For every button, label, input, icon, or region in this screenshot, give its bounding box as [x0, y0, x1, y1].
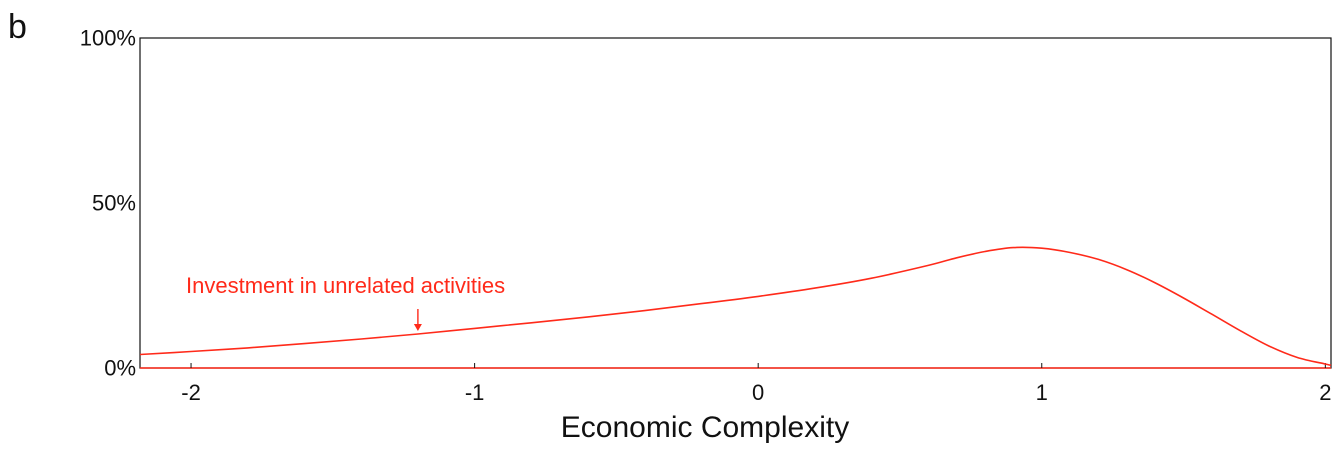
y-axis-ticks: 0% 50% 100%: [80, 26, 136, 381]
x-axis-label: Economic Complexity: [561, 411, 849, 444]
y-tick-label: 100%: [80, 26, 136, 51]
x-tick-label: 0: [752, 380, 764, 405]
x-axis-ticks: -2 -1 0 1 2: [181, 363, 1331, 405]
x-tick-label: -1: [465, 380, 485, 405]
x-tick-label: 2: [1319, 380, 1331, 405]
plot-frame: [139, 37, 1332, 369]
panel-label: b: [8, 8, 27, 46]
x-tick-label: -2: [181, 380, 201, 405]
annotation-arrow-head: [413, 324, 422, 331]
y-tick-label: 50%: [92, 191, 136, 216]
x-tick-label: 1: [1036, 380, 1048, 405]
annotation-label: Investment in unrelated activities: [186, 273, 505, 298]
series-line-investment-unrelated: [139, 246, 1332, 367]
y-tick-label: 0%: [104, 356, 136, 381]
